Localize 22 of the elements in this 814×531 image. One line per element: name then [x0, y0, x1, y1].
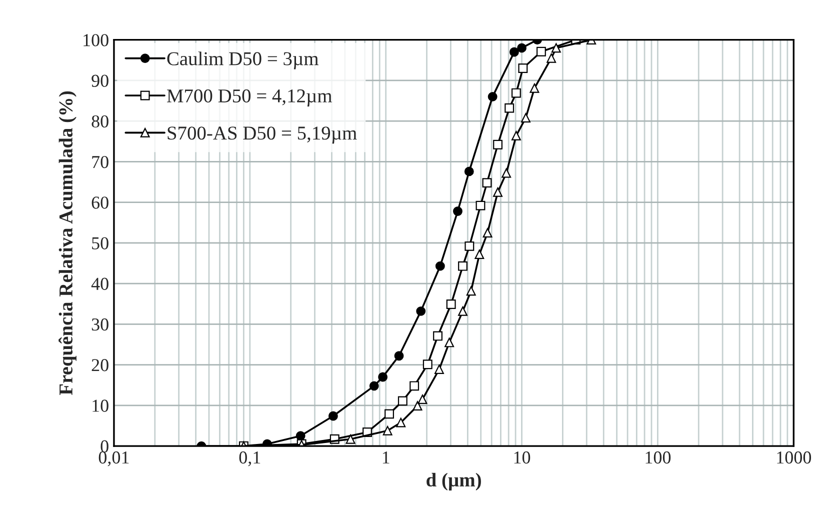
legend-label: M700 D50 = 4,12µm	[167, 89, 332, 106]
y-tick-label: 90	[92, 74, 108, 87]
x-tick-label: 10	[514, 451, 530, 464]
y-axis-title: Frequência Relativa Acumulada (%)	[58, 91, 76, 396]
legend-label: S700-AS D50 = 5,19µm	[168, 126, 357, 144]
y-tick-label: 0	[100, 440, 108, 452]
x-tick-label: 100	[646, 451, 671, 464]
y-tick-label: 50	[92, 237, 108, 250]
y-tick-label: 40	[91, 278, 108, 290]
x-tick-label: 1	[382, 452, 390, 464]
y-tick-label: 100	[84, 34, 108, 46]
y-tick-label: 70	[92, 156, 108, 168]
x-tick-label: 0,01	[98, 451, 129, 466]
y-tick-label: 60	[92, 196, 108, 209]
y-tick-label: 20	[92, 359, 108, 372]
y-tick-label: 10	[92, 400, 108, 412]
y-tick-label: 30	[92, 318, 108, 331]
y-tick-label: 80	[92, 115, 108, 128]
x-axis-title: d (µm)	[426, 472, 481, 490]
x-tick-label: 0,1	[239, 451, 260, 466]
x-tick-label: 1000	[777, 451, 812, 464]
legend-label: Caulim D50 = 3µm	[167, 52, 318, 70]
